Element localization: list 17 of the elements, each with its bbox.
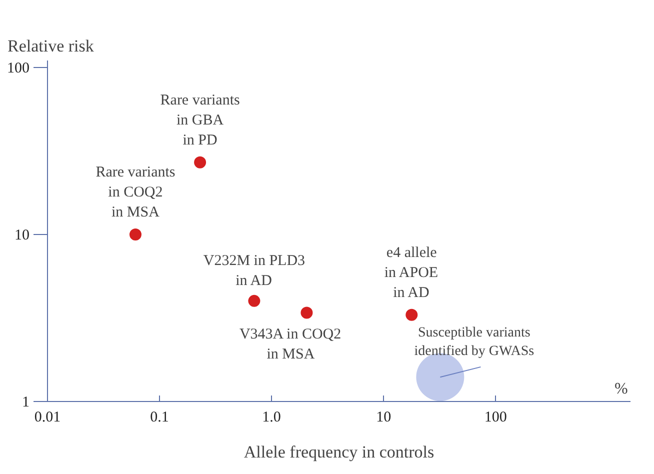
x-tick-label: 1.0 <box>262 410 281 426</box>
annotation: % <box>614 380 628 398</box>
data-label: Rare variants in COQ2 in MSA <box>96 164 176 220</box>
y-axis-title: Relative risk <box>8 36 94 56</box>
y-tick-label: 10 <box>14 227 30 244</box>
data-label: V343A in COQ2 in MSA <box>239 326 342 363</box>
y-tick-label: 100 <box>7 60 30 76</box>
x-tick-label: 0.01 <box>34 410 61 426</box>
x-tick-label: 0.1 <box>150 410 169 426</box>
annotation: Susceptible variants identified by GWASs <box>414 325 534 360</box>
data-label: e4 allele in APOE in AD <box>384 244 438 301</box>
data-label: Rare variants in GBA in PD <box>160 92 240 148</box>
y-tick-label: 1 <box>22 394 30 410</box>
data-label: V232M in PLD3 in AD <box>203 252 306 289</box>
x-axis-title: Allele frequency in controls <box>244 442 434 462</box>
x-tick-label: 100 <box>484 410 507 426</box>
x-tick-label: 10 <box>376 410 392 426</box>
